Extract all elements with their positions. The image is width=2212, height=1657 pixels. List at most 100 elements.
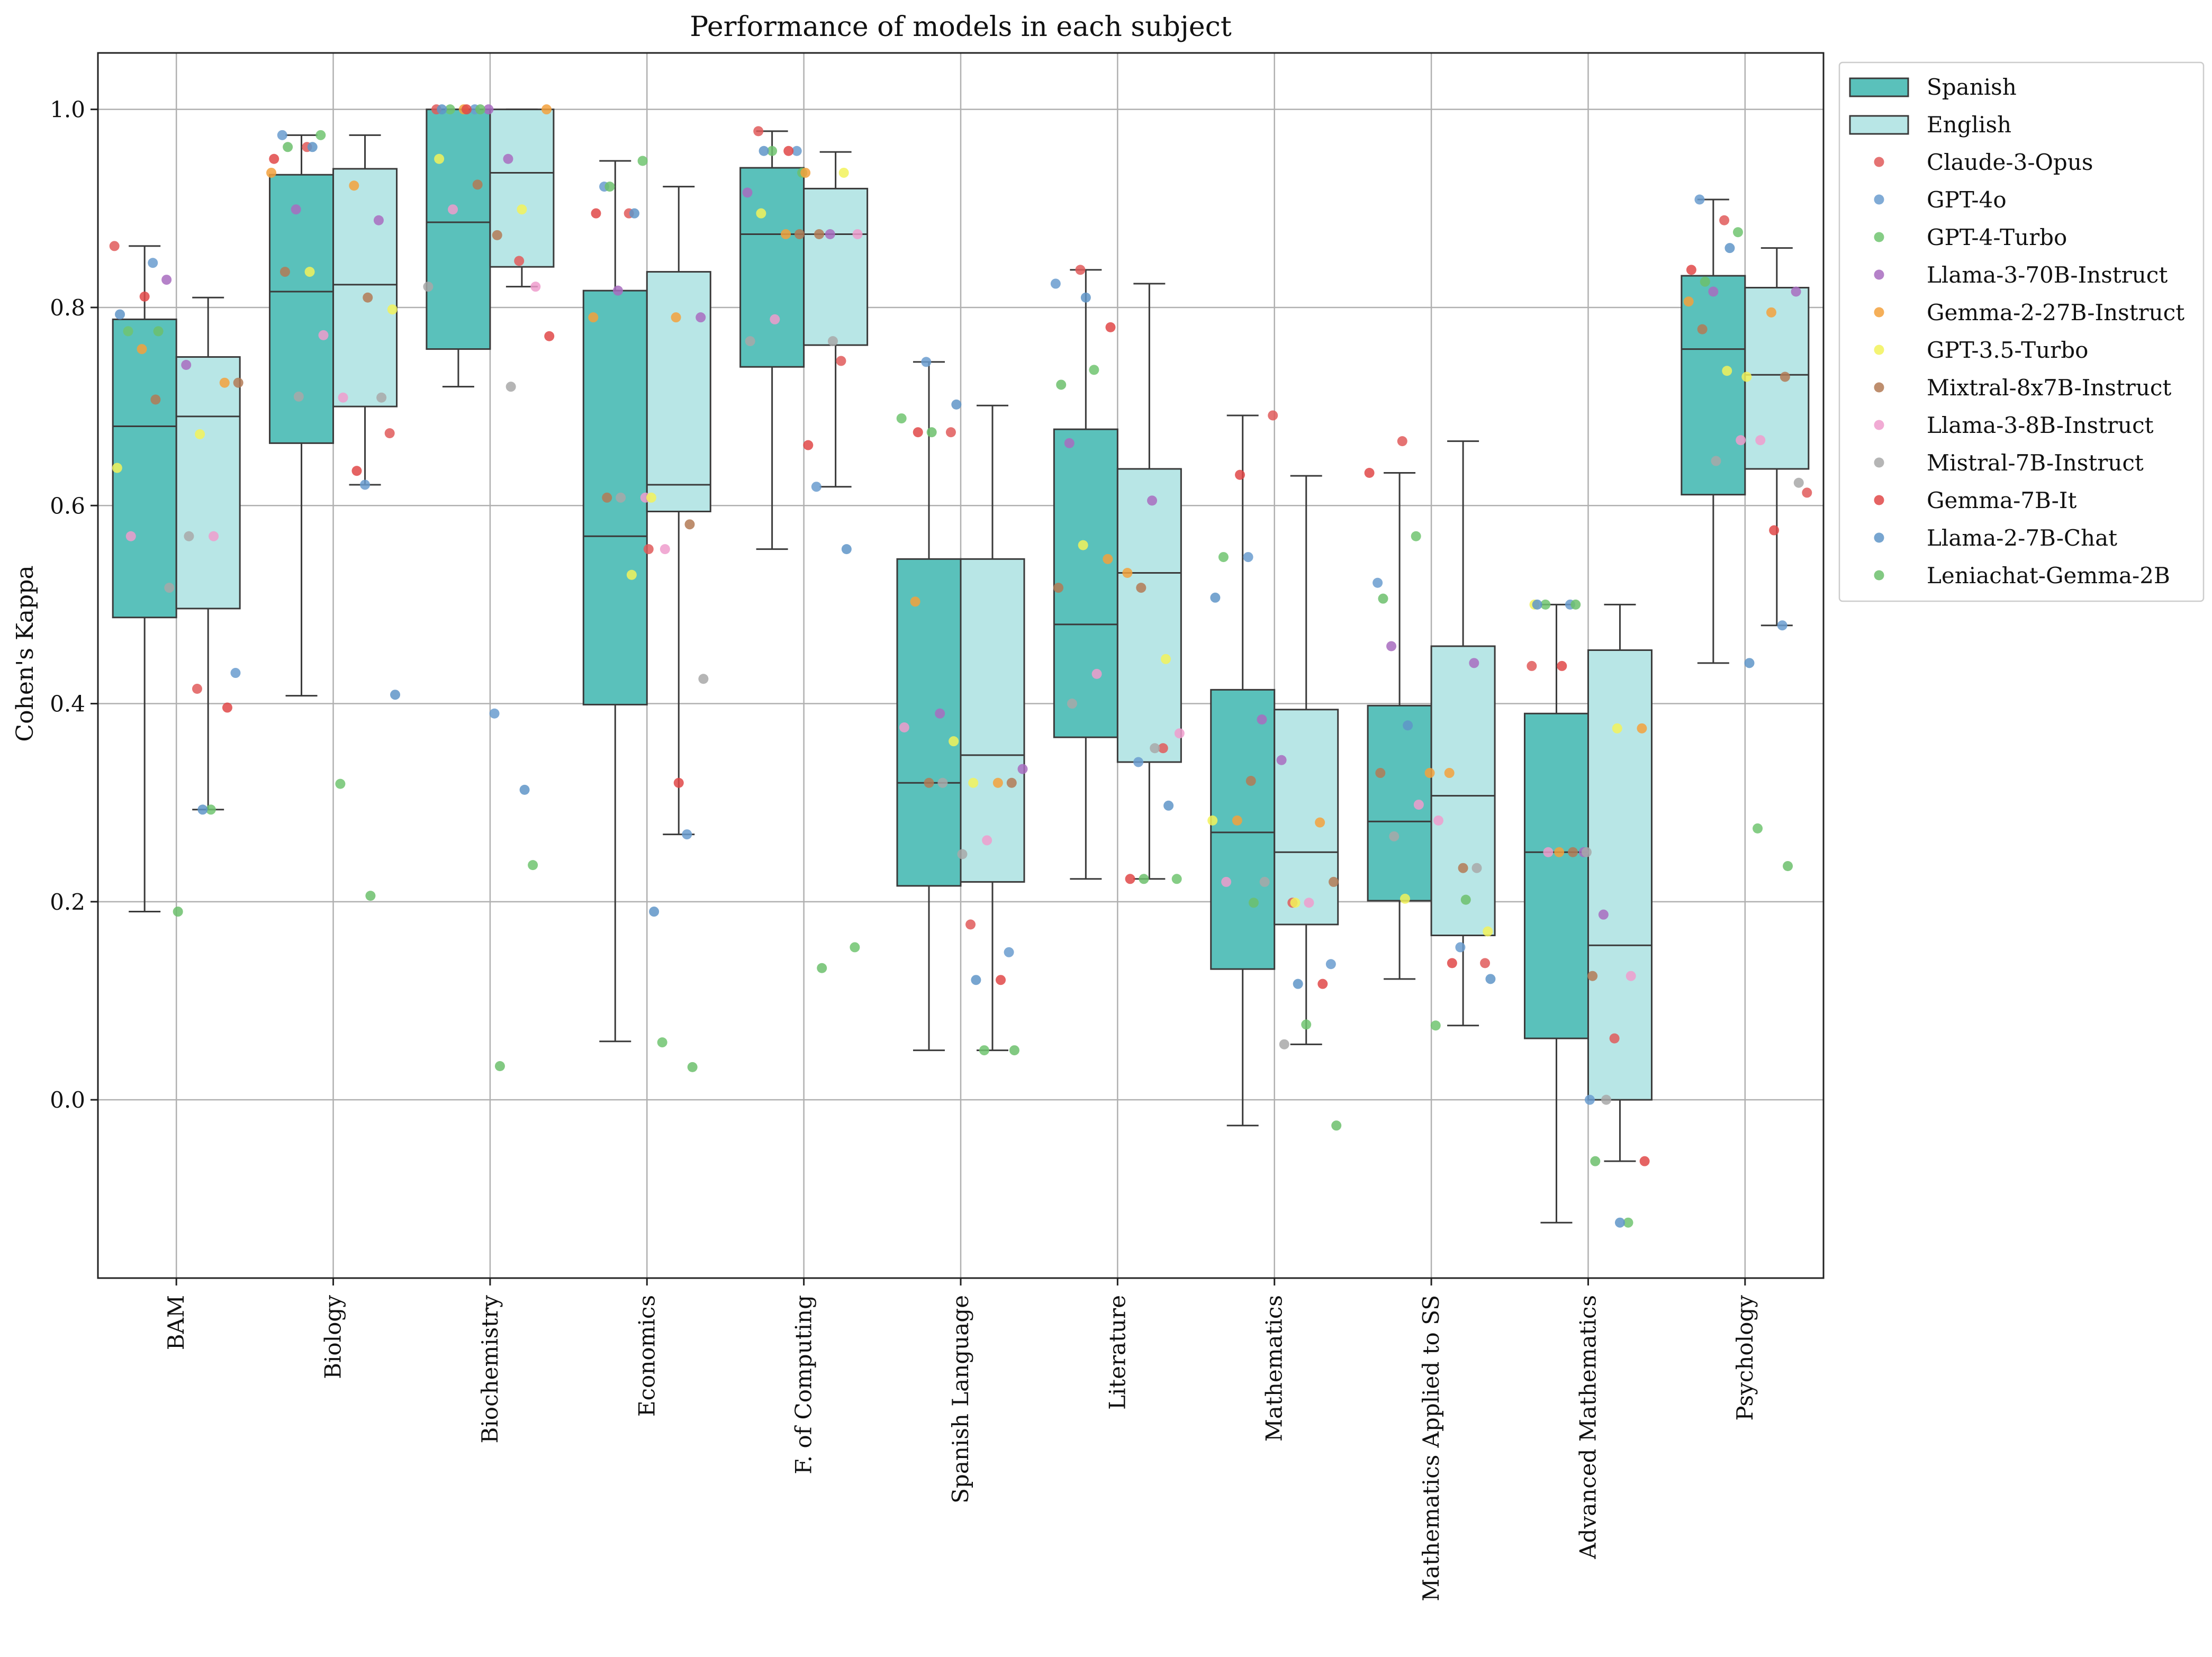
model-point (1543, 847, 1554, 857)
model-point (1091, 668, 1102, 679)
model-point (1411, 531, 1421, 541)
model-point (318, 330, 329, 340)
box-english (960, 404, 1025, 1052)
model-point (492, 230, 502, 240)
model-point (1089, 365, 1099, 375)
model-point (1732, 227, 1743, 238)
model-point (616, 492, 626, 503)
box-iqr (332, 168, 398, 408)
box-spanish (582, 160, 648, 1043)
x-tick-label: Biology (320, 1295, 346, 1379)
model-point (937, 777, 948, 788)
box-spanish (426, 108, 491, 388)
model-point (291, 204, 301, 215)
box-iqr (426, 108, 491, 350)
model-point (698, 674, 709, 684)
model-point (219, 377, 230, 388)
model-point (588, 312, 599, 323)
box-iqr (1430, 645, 1496, 936)
model-point (951, 399, 962, 410)
model-point (643, 544, 654, 555)
model-point (803, 440, 814, 450)
box-spanish (739, 130, 805, 550)
model-point (899, 722, 909, 732)
model-point (209, 531, 219, 541)
model-point (957, 849, 968, 859)
model-point (503, 153, 513, 164)
model-point (1301, 1019, 1312, 1030)
x-tick-label: Psychology (1732, 1295, 1758, 1421)
box-iqr (112, 318, 177, 619)
model-point (1304, 898, 1314, 908)
legend-marker (1874, 307, 1884, 318)
model-point (1683, 296, 1694, 307)
model-point (181, 360, 192, 370)
legend-marker (1874, 457, 1884, 468)
model-point (1171, 874, 1182, 884)
model-point (376, 392, 387, 403)
model-point (1430, 1020, 1441, 1031)
model-point (850, 942, 860, 953)
model-point (924, 777, 934, 788)
model-point (673, 777, 684, 788)
model-point (1315, 817, 1325, 828)
model-point (1163, 800, 1174, 811)
model-point (1626, 971, 1636, 981)
model-point (979, 1045, 989, 1056)
model-point (1802, 487, 1812, 498)
model-point (1279, 1039, 1289, 1049)
box-spanish (1053, 269, 1118, 880)
model-point (373, 215, 384, 225)
model-point (363, 292, 373, 303)
model-point (445, 104, 455, 115)
model-point (230, 668, 241, 678)
model-point (591, 208, 601, 219)
model-point (315, 130, 326, 140)
model-point (1570, 599, 1581, 610)
model-point (164, 583, 175, 593)
x-tick-label: Biochemistry (477, 1295, 503, 1444)
model-point (1793, 477, 1804, 488)
model-point (1075, 265, 1086, 275)
model-point (489, 708, 500, 719)
model-point (1259, 876, 1270, 887)
model-point (745, 336, 755, 347)
model-point (637, 156, 648, 166)
model-point (195, 429, 205, 440)
box-iqr (1053, 428, 1118, 738)
legend-label: GPT-4o (1927, 187, 2007, 213)
model-point (1711, 456, 1721, 466)
model-point (1460, 894, 1471, 905)
model-point (205, 804, 216, 815)
model-point (896, 413, 907, 424)
model-point (1080, 292, 1091, 303)
legend-marker (1874, 382, 1884, 393)
x-tick-label: Mathematics (1261, 1295, 1287, 1442)
model-point (269, 153, 279, 164)
model-point (222, 702, 232, 713)
model-point (519, 784, 530, 795)
legend-patch (1849, 77, 1909, 97)
model-point (1207, 815, 1218, 826)
model-point (1053, 583, 1064, 593)
box-english (175, 296, 241, 811)
legend-label: Mixtral-8x7B-Instruct (1927, 375, 2171, 401)
model-point (437, 104, 447, 115)
model-point (293, 391, 304, 402)
legend-label: Llama-3-70B-Instruct (1927, 262, 2168, 288)
model-point (968, 777, 979, 788)
legend-label: Gemma-7B-It (1927, 487, 2076, 513)
model-point (1160, 654, 1171, 664)
box-iqr (803, 187, 869, 346)
chart-title: Performance of models in each subject (690, 11, 1232, 43)
y-tick-label: 0.0 (50, 1087, 85, 1113)
x-tick-label: Mathematics Applied to SS (1418, 1295, 1444, 1601)
box-english (1430, 440, 1496, 1027)
model-point (910, 596, 920, 607)
legend-label: GPT-3.5-Turbo (1927, 337, 2088, 363)
model-point (1527, 660, 1537, 671)
legend-label: Spanish (1927, 74, 2017, 100)
legend-marker (1874, 269, 1884, 280)
model-point (1777, 620, 1787, 631)
